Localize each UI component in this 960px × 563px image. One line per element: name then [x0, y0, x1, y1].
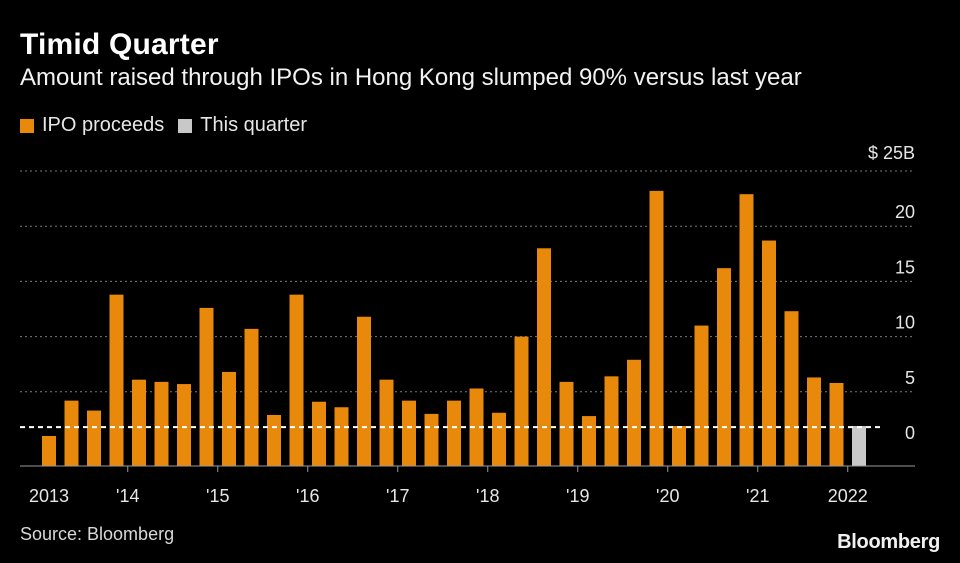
legend-swatch-this-quarter [178, 118, 193, 133]
chart-title: Timid Quarter [20, 28, 219, 61]
bar-ipo-proceeds [784, 311, 799, 466]
bar-ipo-proceeds [132, 379, 146, 466]
source-note: Source: Bloomberg [20, 524, 175, 544]
chart-legend: IPO proceeds This quarter [20, 114, 321, 137]
bar-ipo-proceeds [357, 316, 371, 466]
bar-ipo-proceeds [582, 416, 596, 466]
bloomberg-logo: Bloomberg [837, 531, 940, 553]
y-tick-label: 0 [905, 423, 915, 443]
bar-ipo-proceeds [559, 381, 574, 466]
bar-ipo-proceeds [717, 268, 731, 466]
x-tick-label: '14 [116, 486, 139, 506]
x-tick-label: '20 [656, 486, 679, 506]
bar-ipo-proceeds [672, 426, 686, 466]
bar-ipo-proceeds [627, 359, 641, 466]
bar-ipo-proceeds [424, 413, 439, 466]
bar-ipo-proceeds [177, 384, 191, 466]
bar-this-quarter [852, 426, 866, 466]
y-tick-label: 20 [895, 202, 915, 222]
bar-ipo-proceeds [604, 376, 619, 466]
bar-ipo-proceeds [402, 400, 416, 466]
y-tick-label: 10 [895, 313, 915, 333]
x-tick-label: '16 [296, 486, 319, 506]
bar-ipo-proceeds [762, 240, 776, 466]
y-tick-label: 5 [905, 368, 915, 388]
x-tick-label: 2013 [29, 486, 69, 506]
bar-ipo-proceeds [469, 388, 484, 466]
bar-ipo-proceeds [379, 379, 394, 466]
y-tick-label: 15 [895, 257, 915, 277]
x-tick-label: '21 [746, 486, 769, 506]
bar-ipo-proceeds [222, 371, 236, 466]
bar-ipo-proceeds [649, 190, 664, 466]
bar-ipo-proceeds [109, 294, 124, 466]
bar-ipo-proceeds [199, 307, 214, 466]
bar-ipo-proceeds [514, 336, 529, 466]
bar-ipo-proceeds [244, 328, 259, 466]
bar-ipo-proceeds [289, 294, 304, 466]
bar-ipo-proceeds [739, 194, 754, 466]
bar-ipo-proceeds [312, 401, 326, 466]
bar-ipo-proceeds [42, 435, 56, 466]
x-tick-label: 2022 [828, 486, 868, 506]
bar-ipo-proceeds [807, 377, 821, 466]
legend-swatch-ipo-proceeds [20, 118, 34, 133]
x-tick-label: '18 [476, 486, 499, 506]
bar-ipo-proceeds [492, 412, 506, 466]
x-tick-label: '15 [206, 486, 229, 506]
bar-ipo-proceeds [267, 414, 281, 466]
legend-item-this-quarter: This quarter [178, 114, 307, 137]
bar-ipo-proceeds [829, 382, 844, 466]
y-tick-label: $ 25B [868, 143, 915, 163]
bar-ipo-proceeds [87, 410, 101, 466]
x-tick-label: '19 [566, 486, 589, 506]
bar-ipo-proceeds [694, 325, 709, 466]
legend-item-ipo-proceeds: IPO proceeds [20, 114, 164, 137]
legend-label-this-quarter: This quarter [200, 114, 308, 136]
x-tick-label: '17 [386, 486, 409, 506]
bar-ipo-proceeds [64, 400, 79, 466]
bar-ipo-proceeds [447, 400, 461, 466]
bar-ipo-proceeds [154, 381, 169, 466]
bar-ipo-proceeds [334, 407, 349, 466]
chart-subtitle: Amount raised through IPOs in Hong Kong … [20, 64, 802, 91]
legend-label-ipo-proceeds: IPO proceeds [42, 114, 165, 136]
bar-ipo-proceeds [537, 248, 551, 466]
